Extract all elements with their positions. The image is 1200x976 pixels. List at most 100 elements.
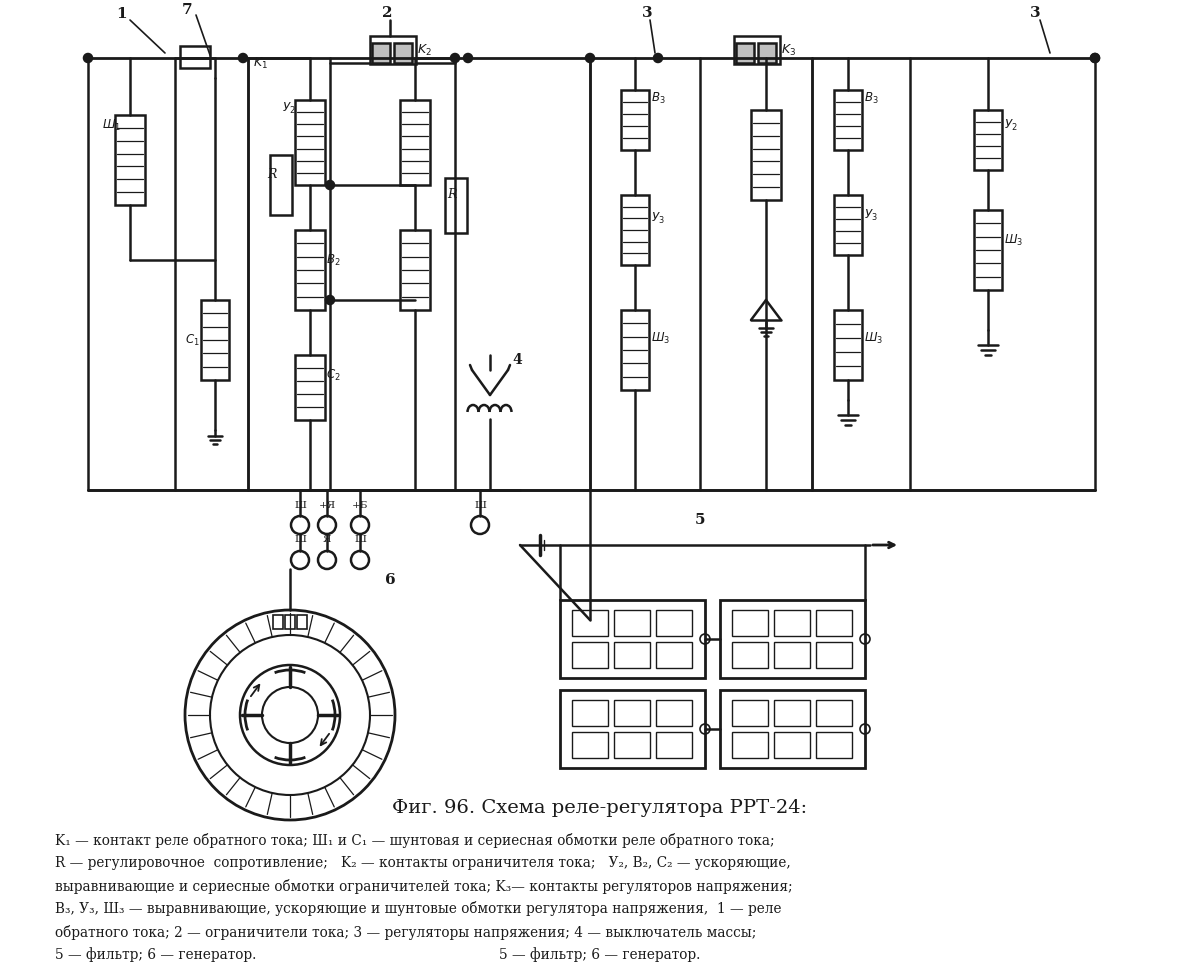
Bar [560,690,706,768]
Bar [774,732,810,758]
Bar [656,642,692,668]
Bar [720,690,865,768]
Bar [816,732,852,758]
Text: Ш: Ш [354,536,366,545]
Text: $Ш_3$: $Ш_3$ [864,331,883,346]
Circle shape [586,54,594,62]
Text: +Я: +Я [318,502,336,510]
Bar [400,230,430,310]
Text: Ш: Ш [294,502,306,510]
Text: $Ш_3$: $Ш_3$ [650,331,670,346]
Bar [816,700,852,726]
Text: $C_2$: $C_2$ [326,367,341,383]
Bar [656,732,692,758]
Bar [656,700,692,726]
Circle shape [85,55,91,61]
Bar [270,155,292,215]
Bar [720,600,865,678]
Bar [774,700,810,726]
Bar [622,195,649,265]
Bar [274,615,283,629]
Bar [295,355,325,420]
Bar [372,43,390,63]
Bar [758,43,776,63]
Bar [734,36,780,64]
Bar [732,732,768,758]
Text: B₃, У₃, Ш₃ — выравнивающие, ускоряющие и шунтовые обмотки регулятора напряжения,: B₃, У₃, Ш₃ — выравнивающие, ускоряющие и… [55,902,781,916]
Text: $C_1$: $C_1$ [185,333,199,347]
Text: Ш: Ш [474,502,486,510]
Text: $Ш_3$: $Ш_3$ [1004,232,1024,248]
Bar [614,610,650,636]
Bar [298,615,307,629]
Text: $У_2$: $У_2$ [1004,117,1018,133]
Text: 3: 3 [642,6,653,20]
Text: $У_3$: $У_3$ [650,211,665,225]
Circle shape [654,54,662,62]
Bar [751,110,781,200]
Bar [614,642,650,668]
Circle shape [1091,54,1099,62]
Text: 5 — фильтр; 6 — генератор.: 5 — фильтр; 6 — генератор. [55,948,257,962]
Circle shape [451,54,458,62]
Bar [180,46,210,68]
Text: R: R [266,169,276,182]
Bar [732,610,768,636]
Text: +Б: +Б [352,502,368,510]
Bar [736,43,754,63]
Text: 2: 2 [382,6,392,20]
Text: R — регулировочное  сопротивление;   K₂ — контакты ограничителя тока;   У₂, B₂, : R — регулировочное сопротивление; K₂ — к… [55,856,791,870]
Bar [572,610,608,636]
Text: $B_2$: $B_2$ [326,253,341,267]
Circle shape [1091,54,1099,62]
Bar [834,195,862,255]
Bar [295,230,325,310]
Circle shape [464,54,472,62]
Bar [656,610,692,636]
Bar [560,600,706,678]
Bar [400,100,430,185]
Text: 3: 3 [1030,6,1040,20]
Bar [974,110,1002,170]
Text: R: R [446,188,456,201]
Bar [202,300,229,380]
Circle shape [239,54,247,62]
Bar [774,642,810,668]
Text: $Ш_1$: $Ш_1$ [102,117,121,133]
Bar [394,43,412,63]
Text: выравнивающие и сериесные обмотки ограничителей тока; K₃— контакты регуляторов н: выравнивающие и сериесные обмотки ограни… [55,878,793,893]
Bar [614,732,650,758]
Text: K₁ — контакт реле обратного тока; Ш₁ и C₁ — шунтовая и сериесная обмотки реле об: K₁ — контакт реле обратного тока; Ш₁ и C… [55,833,775,847]
Text: Фиг. 96. Схема реле-регулятора РРТ-24:: Фиг. 96. Схема реле-регулятора РРТ-24: [392,799,808,817]
Text: обратного тока; 2 — ограничители тока; 3 — регуляторы напряжения; 4 — выключател: обратного тока; 2 — ограничители тока; 3… [55,924,756,940]
Text: $K_1$: $K_1$ [253,56,268,70]
Bar [834,310,862,380]
Bar [732,700,768,726]
Bar [816,642,852,668]
Bar [572,642,608,668]
Text: $У_3$: $У_3$ [864,208,877,223]
Text: 4: 4 [512,353,522,367]
Text: Я: Я [323,536,331,545]
Circle shape [326,181,334,189]
Text: $K_3$: $K_3$ [781,42,796,58]
Text: $K_2$: $K_2$ [418,42,432,58]
Text: 1: 1 [116,7,127,21]
Circle shape [326,296,334,304]
Bar [622,310,649,390]
Text: $B_3$: $B_3$ [650,91,666,105]
Text: 5: 5 [695,513,706,527]
Bar [974,210,1002,290]
Text: 5 — фильтр; 6 — генератор.: 5 — фильтр; 6 — генератор. [499,948,701,962]
Bar [816,610,852,636]
Text: 6: 6 [385,573,395,587]
Bar [622,90,649,150]
Text: $У_2$: $У_2$ [282,101,295,115]
Text: 7: 7 [181,3,192,17]
Bar [614,700,650,726]
Bar [834,90,862,150]
Bar [286,615,295,629]
Bar [370,36,416,64]
Text: $B_3$: $B_3$ [864,91,878,105]
Circle shape [84,54,92,62]
